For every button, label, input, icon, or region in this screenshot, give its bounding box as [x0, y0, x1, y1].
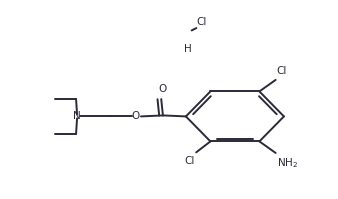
- Text: Cl: Cl: [185, 156, 195, 166]
- Text: H: H: [185, 44, 192, 54]
- Text: O: O: [131, 111, 140, 121]
- Text: N: N: [73, 111, 81, 121]
- Text: O: O: [159, 84, 167, 94]
- Text: Cl: Cl: [276, 66, 287, 76]
- Text: Cl: Cl: [197, 17, 207, 27]
- Text: NH$_2$: NH$_2$: [277, 157, 298, 170]
